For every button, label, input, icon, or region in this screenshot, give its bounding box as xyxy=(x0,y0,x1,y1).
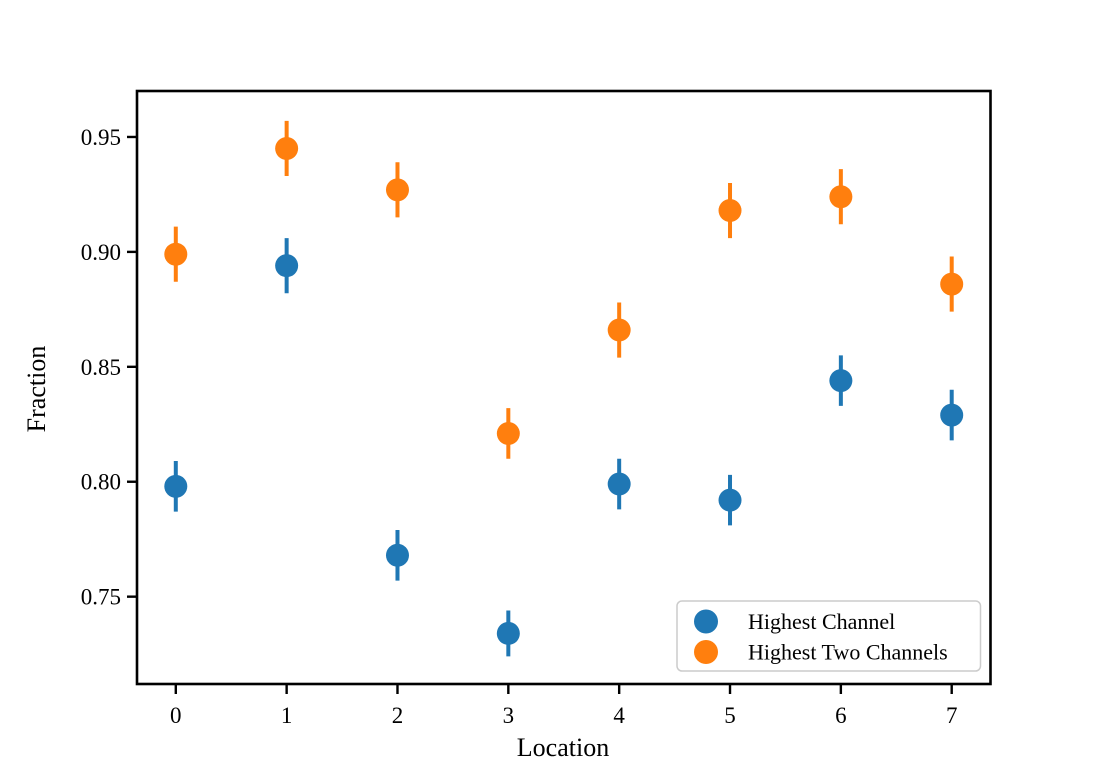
legend-marker xyxy=(694,609,718,634)
y-axis-label: Fraction xyxy=(22,346,51,433)
y-tick-label: 0.80 xyxy=(81,470,121,495)
data-point xyxy=(275,254,299,278)
data-point xyxy=(496,621,520,645)
data-point xyxy=(385,178,409,202)
x-axis-label: Location xyxy=(517,733,609,762)
legend-label: Highest Channel xyxy=(748,609,895,634)
x-tick-label: 4 xyxy=(613,703,625,728)
data-point xyxy=(829,369,853,393)
y-tick-label: 0.90 xyxy=(81,240,121,265)
y-tick-label: 0.85 xyxy=(81,355,121,380)
data-point xyxy=(164,474,188,498)
x-tick-label: 6 xyxy=(835,703,847,728)
data-point xyxy=(718,488,742,512)
data-point xyxy=(385,543,409,567)
x-tick-label: 0 xyxy=(170,703,182,728)
x-tick-label: 3 xyxy=(503,703,515,728)
series-highest-two-channels xyxy=(164,120,964,459)
axes-frame xyxy=(135,89,992,686)
data-point xyxy=(275,136,299,160)
legend-box xyxy=(676,600,982,672)
x-tick-label: 7 xyxy=(946,703,958,728)
data-point xyxy=(940,403,964,427)
x-tick-label: 2 xyxy=(392,703,404,728)
legend-marker xyxy=(694,640,718,664)
legend-label: Highest Two Channels xyxy=(748,640,948,665)
data-point xyxy=(718,199,742,223)
data-point xyxy=(829,185,853,209)
data-point xyxy=(607,472,631,496)
data-point xyxy=(164,242,188,266)
series-highest-channel xyxy=(164,238,964,657)
plot-area: 0 1 2 3 4 5 6 7 0.75 0.80 0.85 0.90 0.95 xyxy=(81,89,992,728)
data-point xyxy=(940,272,964,296)
y-tick-label: 0.75 xyxy=(81,585,121,610)
data-point xyxy=(607,318,631,342)
data-point xyxy=(496,421,520,445)
y-tick-label: 0.95 xyxy=(81,125,121,150)
x-tick-label: 5 xyxy=(724,703,736,728)
legend: Highest Channel Highest Two Channels xyxy=(676,600,982,672)
x-tick-label: 1 xyxy=(281,703,293,728)
